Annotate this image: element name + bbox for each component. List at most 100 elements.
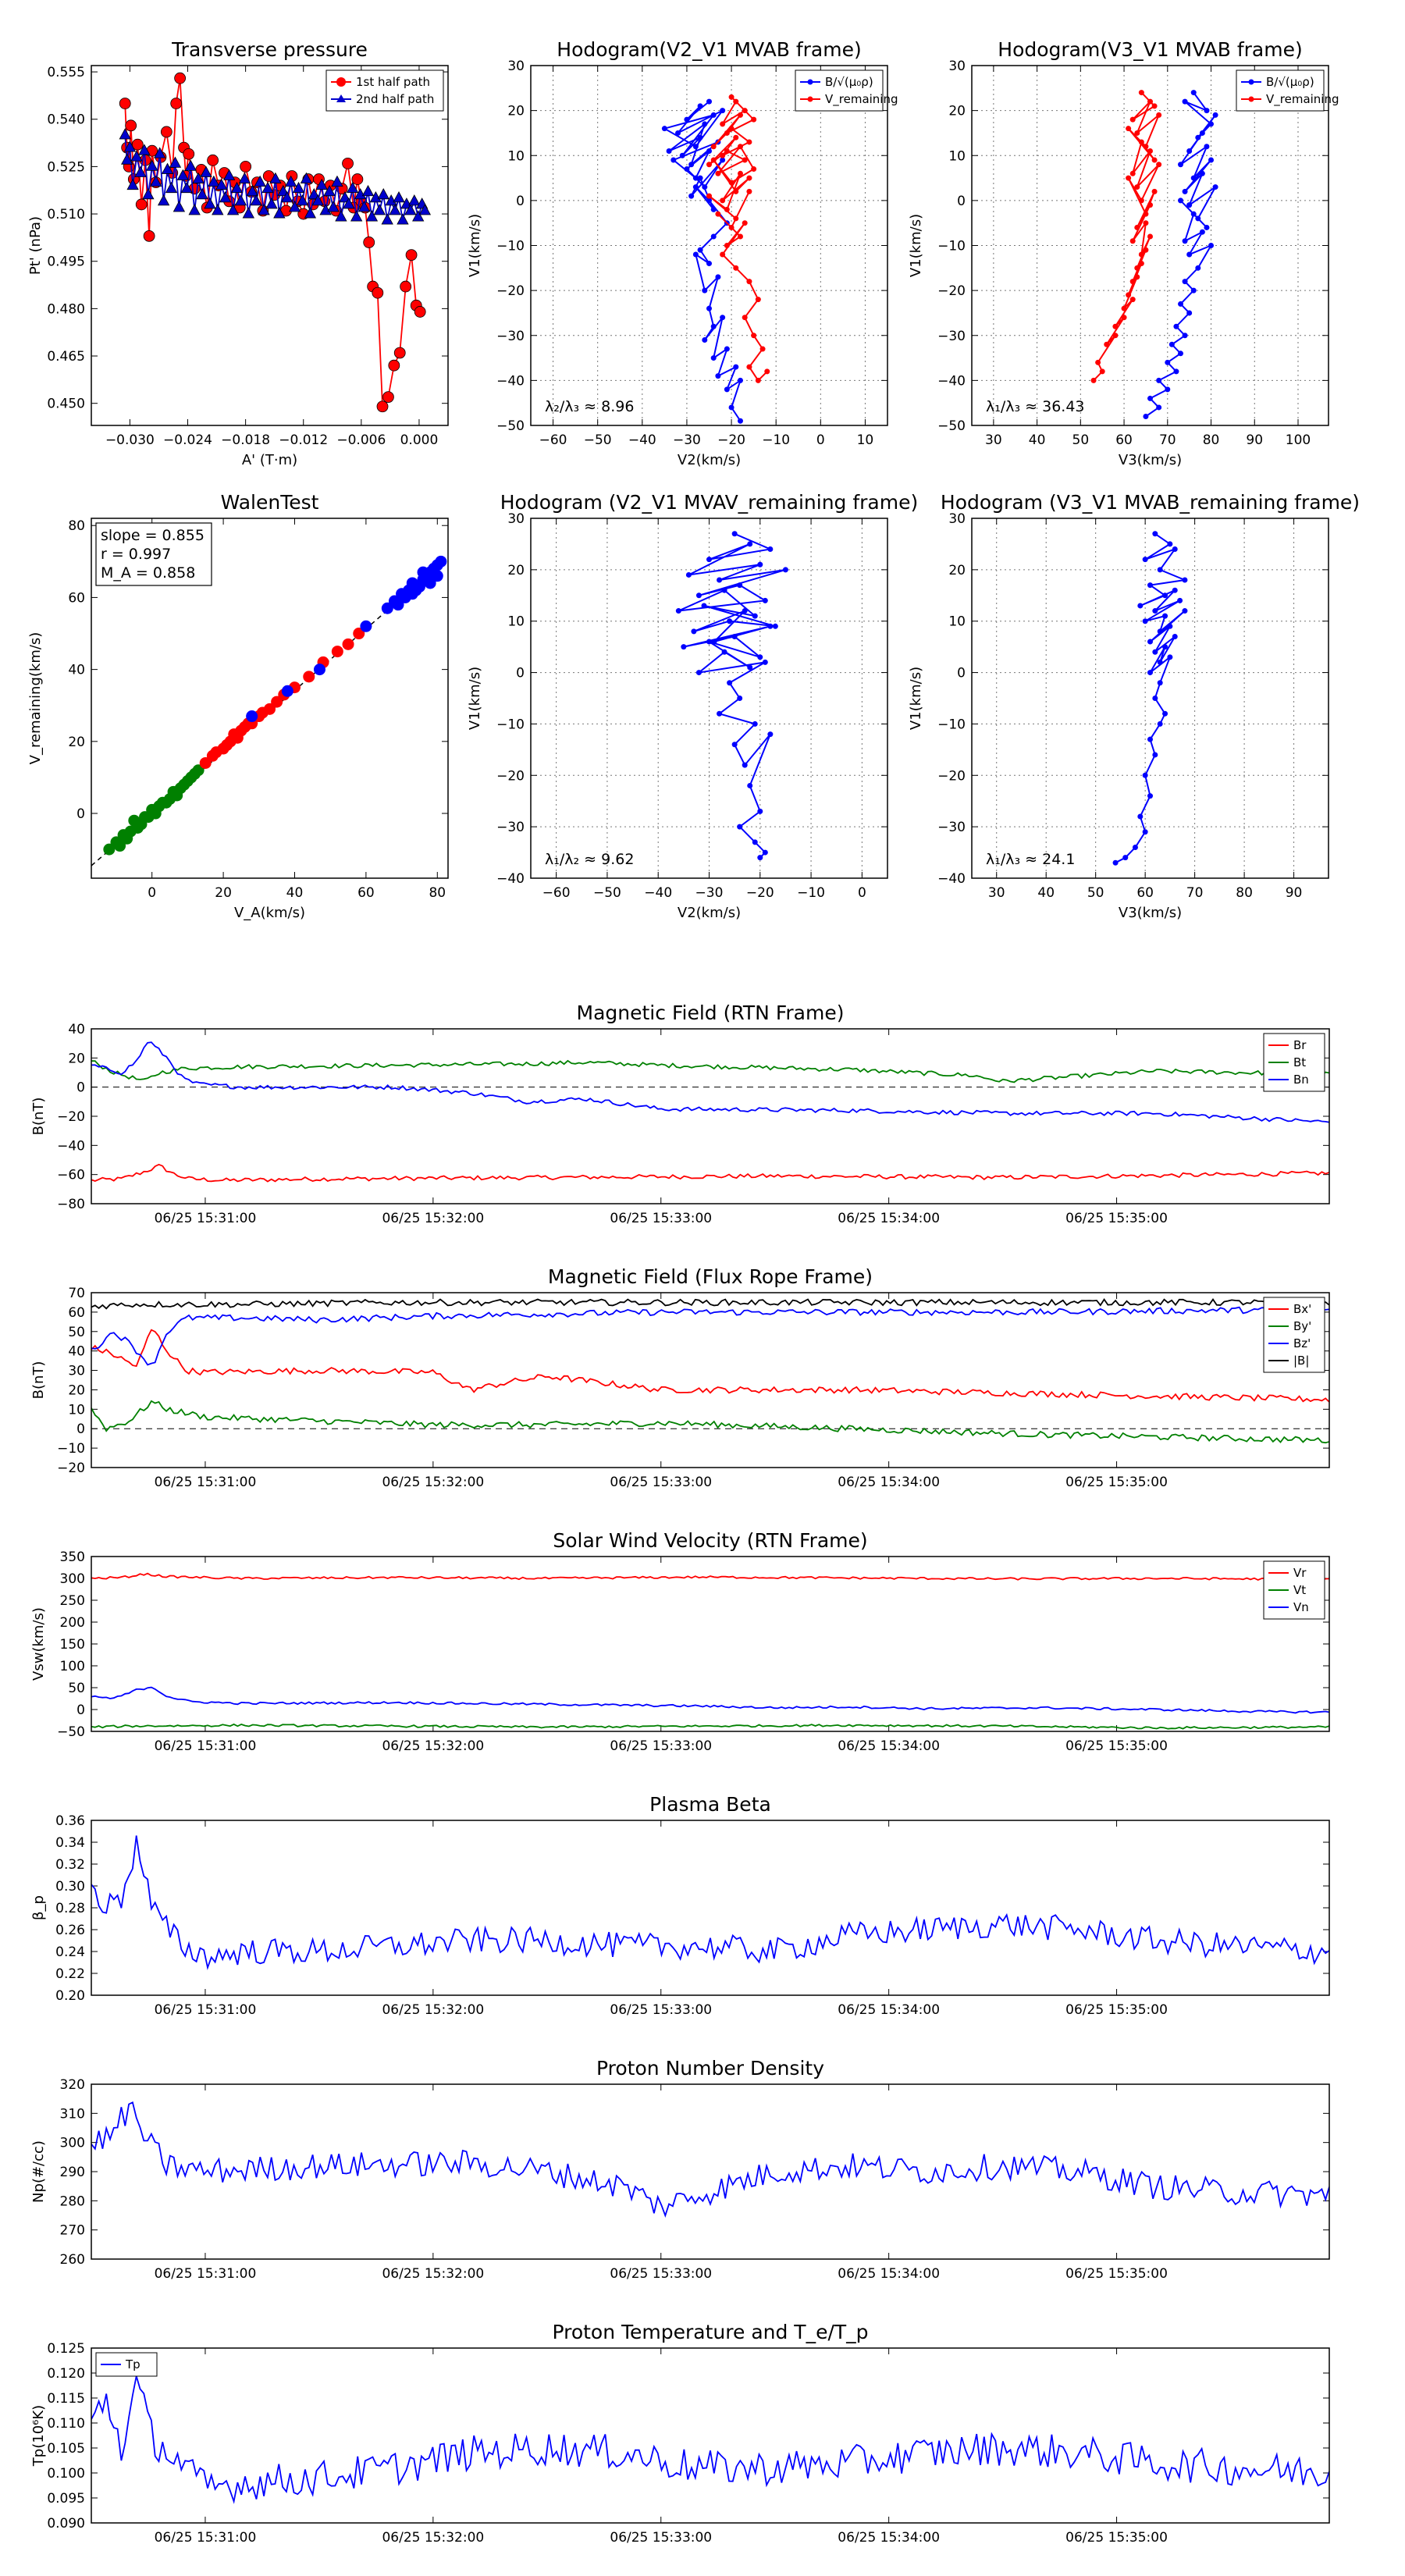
data-point	[400, 197, 413, 209]
data-point	[281, 190, 293, 203]
data-point	[234, 194, 247, 206]
y-tick-label: 0.510	[47, 207, 85, 222]
data-point	[173, 201, 186, 212]
data-point	[1195, 134, 1201, 141]
data-point	[119, 128, 131, 140]
legend-label: B/√(μ₀ρ)	[825, 75, 873, 89]
data-point	[1204, 108, 1210, 114]
x-tick-label: 70	[1159, 432, 1176, 448]
y-tick-label: 20	[948, 104, 966, 119]
y-tick-label: 40	[68, 663, 85, 678]
data-point	[285, 175, 297, 187]
data-point	[724, 130, 730, 136]
y-tick-label: −40	[496, 373, 525, 389]
y-tick-label: 0	[76, 1421, 85, 1437]
data-point	[720, 197, 726, 204]
series-line	[662, 101, 742, 422]
data-point	[265, 197, 278, 209]
y-tick-label: −30	[496, 820, 525, 835]
y-tick-label: 30	[948, 511, 966, 527]
data-point	[742, 220, 748, 226]
data-point	[727, 680, 733, 686]
x-tick-label: 50	[1072, 432, 1090, 448]
data-point	[767, 731, 774, 738]
data-point	[139, 811, 151, 824]
data-point	[389, 204, 401, 215]
data-point	[697, 134, 703, 141]
legend-label: 1st half path	[356, 75, 430, 89]
series-line	[91, 2101, 1329, 2218]
data-point	[661, 126, 667, 132]
x-axis-label: V2(km/s)	[678, 452, 741, 468]
y-axis-label: V1(km/s)	[467, 214, 483, 277]
data-point	[711, 639, 717, 645]
y-axis-label: β_p	[30, 1895, 47, 1920]
data-point	[1157, 628, 1163, 635]
x-tick-label: 06/25 15:35:00	[1065, 2266, 1168, 2282]
legend-label: V_remaining	[825, 92, 898, 107]
data-point	[212, 204, 224, 215]
y-tick-label: 0.26	[55, 1923, 85, 1938]
data-point	[208, 175, 220, 187]
data-point	[125, 119, 137, 132]
eigenvalue-ratio: λ₁/λ₂ ≈ 9.62	[545, 851, 634, 868]
data-point	[706, 193, 712, 199]
data-point	[710, 233, 717, 240]
x-tick-label: −20	[717, 432, 745, 448]
data-point	[343, 197, 355, 209]
data-point	[277, 184, 290, 197]
series-line	[91, 1329, 1329, 1403]
data-point	[126, 178, 139, 190]
y-axis-label: V1(km/s)	[467, 667, 483, 730]
legend-box	[795, 69, 884, 112]
series-b-	[1143, 90, 1218, 419]
data-point	[746, 175, 752, 181]
data-point	[1212, 184, 1218, 190]
data-point	[273, 207, 286, 219]
data-point	[303, 671, 315, 683]
series-vt	[91, 1723, 1329, 1730]
x-tick-label: 06/25 15:34:00	[838, 1211, 940, 1226]
y-tick-label: 0.115	[47, 2391, 85, 2407]
data-point	[373, 204, 386, 215]
y-tick-label: 0.20	[55, 1988, 85, 2004]
x-tick-label: 90	[1286, 885, 1303, 901]
data-point	[1147, 582, 1153, 589]
data-point	[381, 213, 393, 225]
data-point	[292, 181, 305, 194]
plot-frame	[530, 518, 888, 879]
x-tick-label: 06/25 15:33:00	[610, 1738, 712, 1754]
legend-label: Bx'	[1293, 1302, 1311, 1316]
plot-area	[91, 1297, 1329, 1444]
data-point	[149, 807, 162, 820]
data-point	[702, 287, 708, 294]
data-point	[204, 197, 216, 209]
data-point	[1178, 301, 1184, 307]
legend-marker	[336, 94, 346, 102]
data-point	[1156, 162, 1162, 168]
data-point	[721, 587, 727, 593]
data-point	[1182, 188, 1188, 194]
data-point	[697, 247, 703, 253]
y-tick-label: −10	[937, 239, 966, 254]
y-tick-label: 50	[68, 1325, 85, 1340]
data-point	[710, 206, 717, 212]
y-tick-label: 0.095	[47, 2491, 85, 2507]
x-tick-label: −40	[644, 885, 672, 901]
y-tick-label: 0.105	[47, 2441, 85, 2457]
x-tick-label: −60	[542, 885, 571, 901]
legend-marker	[807, 96, 813, 102]
series--b-	[91, 1297, 1329, 1310]
series-bz-	[91, 1306, 1329, 1366]
data-point	[695, 592, 702, 599]
stats-line: r = 0.997	[101, 546, 171, 563]
legend: Vr Vt Vn	[1263, 1560, 1325, 1620]
legend-marker	[336, 77, 346, 87]
data-point	[130, 150, 143, 162]
data-point	[666, 148, 672, 154]
data-point	[1137, 813, 1144, 820]
y-tick-label: 260	[60, 2252, 85, 2268]
data-point	[737, 112, 743, 118]
data-point	[435, 555, 447, 568]
y-tick-label: −40	[937, 373, 966, 389]
